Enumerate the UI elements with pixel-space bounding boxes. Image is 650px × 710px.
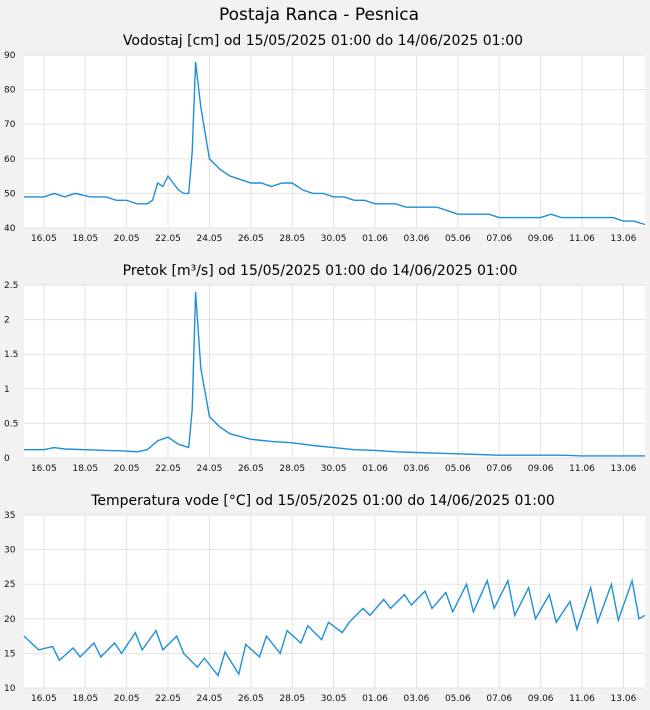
x-tick-label: 26.05 [238,234,264,244]
y-tick-label: 2.5 [4,281,18,291]
chart-discharge: Pretok [m³/s] od 15/05/2025 01:00 do 14/… [4,263,645,474]
y-tick-label: 35 [4,511,15,521]
x-tick-label: 01.06 [362,694,388,704]
x-tick-label: 26.05 [238,694,264,704]
x-tick-label: 13.06 [611,694,637,704]
chart-title: Vodostaj [cm] od 15/05/2025 01:00 do 14/… [123,33,523,49]
x-tick-label: 11.06 [569,464,595,474]
gridlines [24,284,645,459]
x-tick-label: 22.05 [155,694,181,704]
gridlines [24,514,645,689]
x-tick-label: 30.05 [321,694,347,704]
x-tick-label: 01.06 [362,234,388,244]
y-tick-labels: 40 50 60 70 80 90 [4,51,16,234]
chart-water-level: Vodostaj [cm] od 15/05/2025 01:00 do 14/… [4,33,646,244]
x-tick-label: 24.05 [197,234,223,244]
x-tick-label: 18.05 [72,234,98,244]
y-tick-label: 15 [4,649,15,659]
x-tick-label: 09.06 [528,464,554,474]
x-tick-label: 26.05 [238,464,264,474]
x-tick-labels: 16.05 18.05 20.05 22.05 24.05 26.05 28.05 30.05… [31,694,637,704]
x-tick-label: 28.05 [279,694,305,704]
y-tick-labels: 0 0.5 1 1.5 2 2.5 [4,281,18,464]
x-tick-label: 16.05 [31,464,57,474]
series-line [24,61,646,226]
y-tick-label: 90 [4,51,16,61]
x-tick-label: 18.05 [72,464,98,474]
y-tick-label: 10 [4,684,16,694]
x-tick-label: 07.06 [486,234,512,244]
x-tick-label: 07.06 [486,464,512,474]
x-tick-label: 13.06 [611,464,637,474]
x-tick-label: 24.05 [197,464,223,474]
y-tick-label: 0.5 [4,419,18,429]
y-tick-label: 30 [4,546,16,556]
y-tick-labels: 10 15 20 25 30 35 [4,511,16,694]
x-tick-label: 30.05 [321,464,347,474]
y-tick-label: 60 [4,155,16,165]
plot-area [24,515,645,688]
y-tick-label: 70 [4,120,16,130]
x-tick-label: 09.06 [528,694,554,704]
y-tick-label: 1 [4,385,10,395]
x-tick-label: 05.06 [445,464,471,474]
y-tick-label: 40 [4,224,16,234]
x-tick-label: 20.05 [114,234,140,244]
y-tick-label: 80 [4,86,16,96]
x-tick-label: 20.05 [114,694,140,704]
y-tick-label: 0 [4,454,10,464]
x-tick-label: 16.05 [31,234,57,244]
y-tick-label: 2 [4,316,10,326]
x-tick-label: 24.05 [197,694,223,704]
x-tick-labels: 16.05 18.05 20.05 22.05 24.05 26.05 28.05 30.05… [31,234,637,244]
series-line [23,577,646,677]
gridlines [24,54,645,229]
x-tick-label: 07.06 [486,694,512,704]
chart-title: Temperatura vode [°C] od 15/05/2025 01:0… [90,493,555,509]
plot-area [24,55,645,228]
x-tick-label: 09.06 [528,234,554,244]
x-tick-label: 18.05 [72,694,98,704]
x-tick-label: 28.05 [279,234,305,244]
x-tick-label: 03.06 [404,694,430,704]
y-tick-label: 50 [4,189,16,199]
x-tick-label: 22.05 [155,464,181,474]
series-line [24,291,645,457]
plot-area [24,285,645,458]
x-tick-label: 05.06 [445,694,471,704]
x-tick-label: 22.05 [155,234,181,244]
x-tick-label: 03.06 [404,234,430,244]
x-tick-label: 11.06 [569,234,595,244]
y-tick-label: 1.5 [4,350,18,360]
x-tick-label: 16.05 [31,694,57,704]
page-title: Postaja Ranca - Pesnica [219,5,419,25]
y-tick-label: 25 [4,580,15,590]
chart-title: Pretok [m³/s] od 15/05/2025 01:00 do 14/… [123,263,518,279]
x-tick-label: 13.06 [611,234,637,244]
x-tick-label: 03.06 [404,464,430,474]
x-tick-label: 28.05 [279,464,305,474]
chart-water-temperature: Temperatura vode [°C] od 15/05/2025 01:0… [4,493,646,704]
y-tick-label: 20 [4,615,16,625]
x-tick-label: 20.05 [114,464,140,474]
x-tick-label: 05.06 [445,234,471,244]
x-tick-labels: 16.05 18.05 20.05 22.05 24.05 26.05 28.05 30.05… [31,464,637,474]
x-tick-label: 30.05 [321,234,347,244]
x-tick-label: 01.06 [362,464,388,474]
x-tick-label: 11.06 [569,694,595,704]
